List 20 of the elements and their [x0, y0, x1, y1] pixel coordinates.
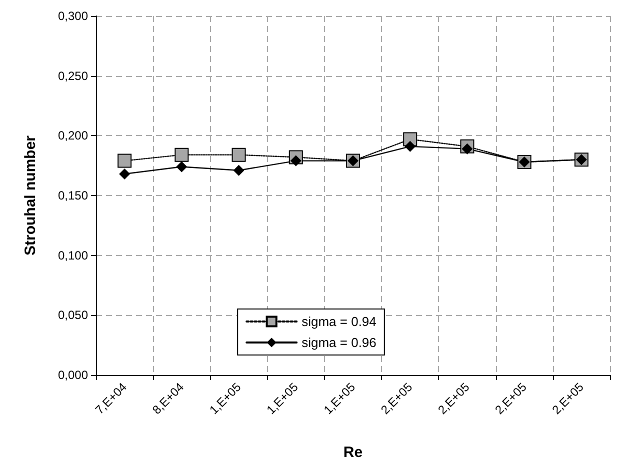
- point: [233, 164, 244, 176]
- point: [174, 148, 189, 162]
- y-tick-label: 0,000: [58, 368, 88, 382]
- legend-label: sigma = 0.94: [302, 314, 376, 329]
- y-tick-label: 0,100: [58, 248, 88, 262]
- point: [176, 161, 188, 172]
- y-tick-label: 0,150: [58, 188, 88, 202]
- point: [404, 140, 416, 152]
- point: [118, 154, 132, 168]
- point: [290, 155, 302, 166]
- y-axis-title: Strouhal number: [22, 135, 39, 256]
- point: [462, 143, 473, 154]
- y-tick-label: 0,050: [58, 308, 88, 322]
- point: [232, 148, 246, 162]
- y-tick-label: 0,250: [58, 68, 88, 83]
- point: [119, 168, 130, 180]
- x-axis-title: Re: [343, 444, 363, 461]
- y-tick-label: 0,200: [58, 128, 88, 143]
- legend-label: sigma = 0.96: [302, 335, 376, 350]
- y-tick-label: 0,300: [58, 9, 88, 23]
